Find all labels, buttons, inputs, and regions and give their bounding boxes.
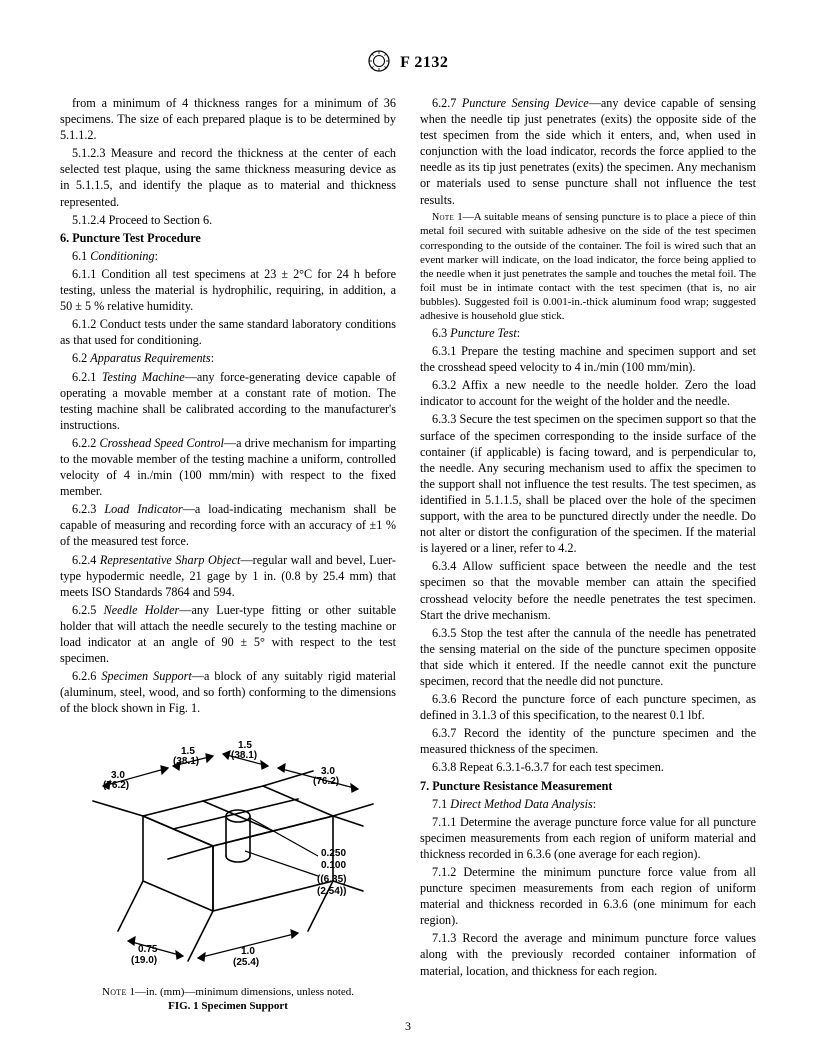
dim-3-0-r-mm: (76.2) [313,776,339,787]
figure-1-caption: Note 1—in. (mm)—minimum dimensions, unle… [60,985,396,1014]
dim-dia-2: 0.100 [321,860,346,871]
section-6-head: 6. Puncture Test Procedure [60,230,396,246]
para-612: 6.1.2 Conduct tests under the same stand… [60,316,396,348]
para-713: 7.1.3 Record the average and minimum pun… [420,930,756,978]
para-625: 6.2.5 Needle Holder—any Luer-type fittin… [60,602,396,666]
dim-1-5-l-mm: (38.1) [173,756,199,767]
astm-logo-icon [368,50,390,77]
para-5123: 5.1.2.3 Measure and record the thickness… [60,145,396,209]
dim-dia-4: (2.54)) [317,886,346,897]
label: 7.1 [432,797,450,811]
fig-note-label: Note [102,986,127,998]
note-label: Note [432,212,454,223]
designation-number: F 2132 [400,54,448,71]
dim-dia-1: 0.250 [321,848,346,859]
label: 6.1 [72,249,90,263]
para-635: 6.3.5 Stop the test after the cannula of… [420,625,756,689]
italic-title: Apparatus Requirements [90,351,210,365]
para-634: 6.3.4 Allow sufficient space between the… [420,558,756,622]
italic-title: Conditioning [90,249,154,263]
para-6-2: 6.2 Apparatus Requirements: [60,350,396,366]
para-632: 6.3.2 Affix a new needle to the needle h… [420,377,756,409]
para-626: 6.2.6 Specimen Support—a block of any su… [60,668,396,716]
para-712: 7.1.2 Determine the minimum puncture for… [420,864,756,928]
note-text: 1—A suitable means of sensing puncture i… [420,211,756,322]
para-633: 6.3.3 Secure the test specimen on the sp… [420,411,756,556]
text: 6.2.6 Specimen Support—a block of any su… [60,669,396,715]
para-611: 6.1.1 Condition all test specimens at 23… [60,266,396,314]
para-711: 7.1.1 Determine the average puncture for… [420,814,756,862]
text: 6.2.3 Load Indicator—a load-indicating m… [60,502,396,548]
text: 6.2.5 Needle Holder—any Luer-type fittin… [60,603,396,665]
para-621: 6.2.1 Testing Machine—any force-generati… [60,369,396,433]
para-637: 6.3.7 Record the identity of the punctur… [420,725,756,757]
italic-title: Puncture Test [450,326,516,340]
text: 6.2.2 Crosshead Speed Control—a drive me… [60,436,396,498]
para-6-1: 6.1 Conditioning: [60,248,396,264]
dim-b2: 1.0 [241,946,255,957]
text: 6.2.4 Representative Sharp Object—regula… [60,553,396,599]
dim-1-5-r-mm: (38.1) [231,750,257,761]
page: F 2132 from a minimum of 4 thickness ran… [0,0,816,1056]
para-623: 6.2.3 Load Indicator—a load-indicating m… [60,501,396,549]
para-7-1: 7.1 Direct Method Data Analysis: [420,796,756,812]
label: 6.3 [432,326,450,340]
italic-title: Direct Method Data Analysis [450,797,593,811]
specimen-support-diagram: 3.0 (76.2) 1.5 (38.1) 1.5 (38.1) 3.0 (76… [73,726,383,976]
figure-1: 3.0 (76.2) 1.5 (38.1) 1.5 (38.1) 3.0 (76… [60,726,396,1013]
para-624: 6.2.4 Representative Sharp Object—regula… [60,552,396,600]
para-627: 6.2.7 Puncture Sensing Device—any device… [420,95,756,208]
label: 6.2 [72,351,90,365]
dim-b2-mm: (25.4) [233,957,259,968]
dim-3-0-l-mm: (76.2) [103,780,129,791]
fig-title: FIG. 1 Specimen Support [168,1000,288,1012]
para-5124: 5.1.2.4 Proceed to Section 6. [60,212,396,228]
dim-dia-3: ((6.35) [317,874,346,885]
section-7-head: 7. Puncture Resistance Measurement [420,778,756,794]
text: 6.2.7 Puncture Sensing Device—any device… [420,96,756,207]
body-columns: from a minimum of 4 thickness ranges for… [60,95,756,1013]
dim-b1-mm: (19.0) [131,955,157,966]
para-631: 6.3.1 Prepare the testing machine and sp… [420,343,756,375]
dim-b1: 0.75 [138,944,158,955]
para-638: 6.3.8 Repeat 6.3.1-6.3.7 for each test s… [420,759,756,775]
fig-note-text: 1—in. (mm)—minimum dimensions, unless no… [127,986,354,998]
para-5122: from a minimum of 4 thickness ranges for… [60,95,396,143]
para-622: 6.2.2 Crosshead Speed Control—a drive me… [60,435,396,499]
page-header: F 2132 [60,50,756,77]
para-636: 6.3.6 Record the puncture force of each … [420,691,756,723]
page-number: 3 [0,1019,816,1034]
text: 6.2.1 Testing Machine—any force-generati… [60,370,396,432]
note-1: Note 1—A suitable means of sensing punct… [420,210,756,323]
para-6-3: 6.3 Puncture Test: [420,325,756,341]
